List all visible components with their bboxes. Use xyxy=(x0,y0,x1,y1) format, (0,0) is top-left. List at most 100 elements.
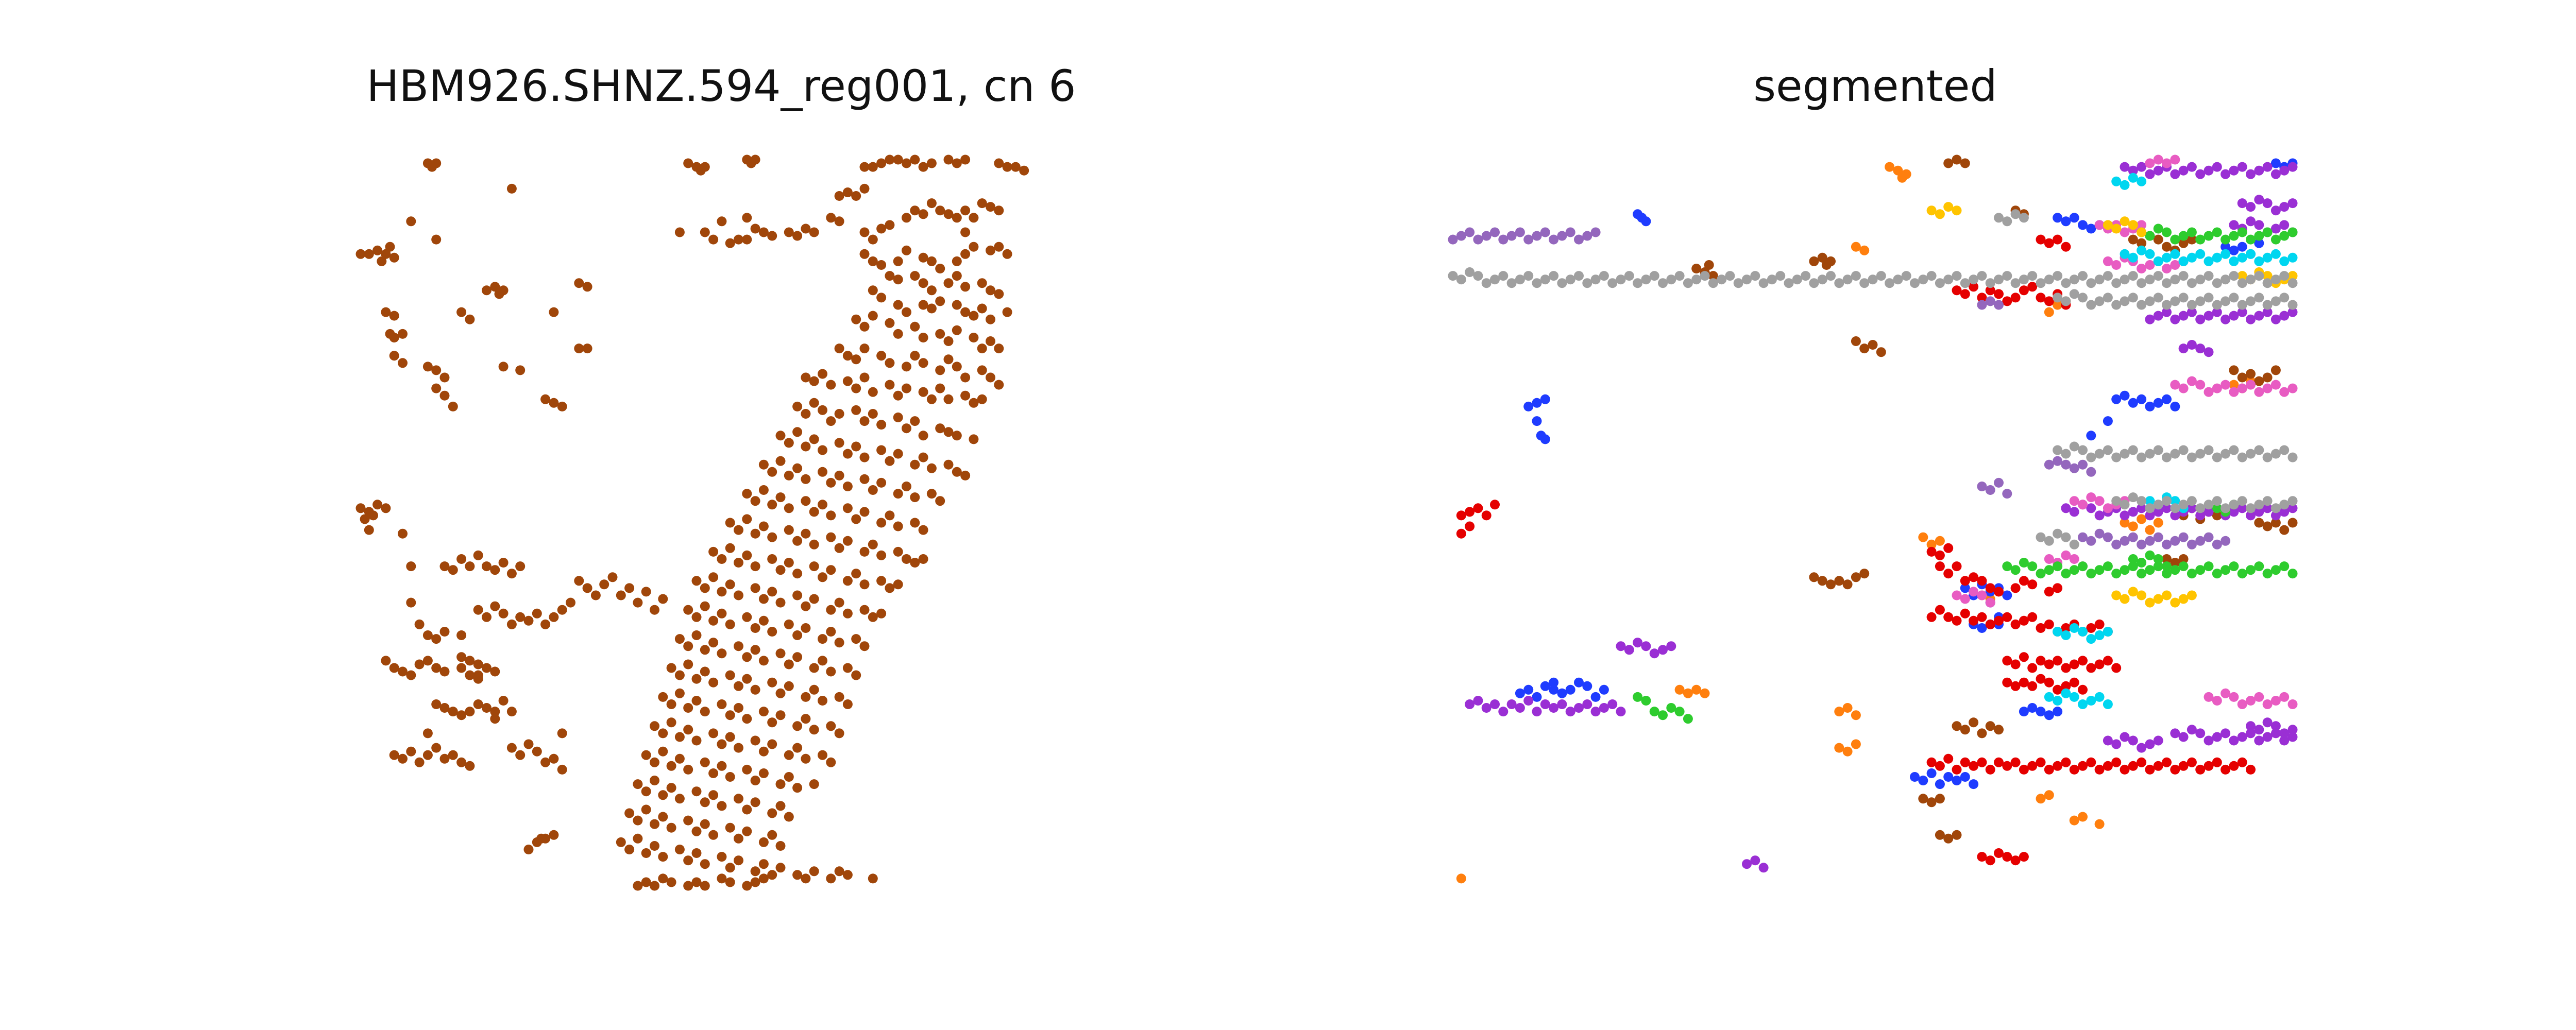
cell-point xyxy=(700,881,710,891)
cell-point xyxy=(482,612,492,622)
segment-point xyxy=(2270,365,2281,375)
cell-point xyxy=(658,728,668,739)
segment-point xyxy=(1767,274,1777,285)
left-panel-title: HBM926.SHNZ.594_reg001, cn 6 xyxy=(366,61,1076,111)
cell-point xyxy=(658,873,668,884)
cell-point xyxy=(674,753,685,764)
segment-point xyxy=(2053,300,2063,310)
segment-point xyxy=(2078,812,2088,822)
segment-point xyxy=(1994,757,2004,767)
cell-point xyxy=(826,510,836,521)
segment-point xyxy=(2153,224,2163,234)
segment-point xyxy=(2019,285,2029,296)
segment-point xyxy=(2221,565,2231,575)
segment-point xyxy=(2279,220,2290,230)
segment-point xyxy=(2061,296,2071,306)
segment-point xyxy=(2287,271,2298,281)
segment-point xyxy=(2237,569,2247,579)
segment-point xyxy=(1498,707,1509,717)
cell-point xyxy=(943,154,954,165)
cell-point xyxy=(422,728,433,739)
segment-point xyxy=(1809,256,1819,266)
cell-point xyxy=(834,728,844,739)
segment-point xyxy=(2287,252,2298,263)
cell-point xyxy=(385,242,395,252)
cell-point xyxy=(414,757,425,767)
segment-point xyxy=(2246,510,2256,521)
cell-point xyxy=(868,285,878,296)
segment-point xyxy=(2170,154,2180,165)
segment-point xyxy=(1574,677,1584,688)
segment-point xyxy=(2002,216,2012,227)
segment-point xyxy=(2137,176,2147,186)
segment-point xyxy=(2103,271,2113,281)
cell-point xyxy=(381,656,391,666)
segment-point xyxy=(2187,376,2197,386)
segment-point xyxy=(2221,314,2231,324)
segment-point xyxy=(2128,234,2138,245)
segment-point xyxy=(2128,761,2138,771)
segment-point xyxy=(2019,707,2029,717)
cell-point xyxy=(775,841,786,851)
segment-point xyxy=(2010,659,2021,670)
segment-point xyxy=(1952,764,1962,775)
segment-point xyxy=(1590,707,1601,717)
cell-point xyxy=(926,303,937,314)
segment-point xyxy=(2128,554,2138,564)
cell-point xyxy=(422,630,433,640)
segment-point xyxy=(2120,180,2130,190)
segment-point xyxy=(1943,158,1954,168)
segment-point xyxy=(2145,314,2155,324)
cell-point xyxy=(859,183,870,194)
cell-point xyxy=(406,670,416,680)
cell-point xyxy=(902,245,911,255)
segment-point xyxy=(2262,227,2273,237)
segment-point xyxy=(2254,445,2264,455)
segment-point xyxy=(2103,503,2113,513)
cell-point xyxy=(1019,165,1029,176)
cell-point xyxy=(893,300,903,310)
segment-point xyxy=(2086,623,2096,633)
cell-point xyxy=(868,234,878,245)
cell-point xyxy=(801,753,811,764)
segment-point xyxy=(2137,514,2147,524)
segment-point xyxy=(1540,274,1550,285)
segment-point xyxy=(1969,274,1979,285)
segment-point xyxy=(2128,561,2138,572)
segment-point xyxy=(1859,344,1870,354)
cell-point xyxy=(801,692,811,702)
cell-point xyxy=(784,750,794,760)
segment-point xyxy=(1943,569,1954,579)
cell-point xyxy=(952,325,962,335)
segment-point xyxy=(2195,169,2206,179)
cell-point xyxy=(465,314,475,324)
cell-point xyxy=(758,594,769,604)
cell-point xyxy=(758,521,769,531)
cell-point xyxy=(910,351,920,361)
cell-point xyxy=(876,477,887,488)
segment-point xyxy=(2187,234,2197,245)
segment-point xyxy=(1969,717,1979,728)
cell-point xyxy=(658,852,668,862)
cell-point xyxy=(465,761,475,771)
segment-point xyxy=(2044,790,2054,800)
segment-point xyxy=(2120,274,2130,285)
segment-point xyxy=(1826,579,1836,590)
cell-point xyxy=(792,783,803,793)
segment-point xyxy=(2237,503,2247,513)
cell-point xyxy=(986,245,995,255)
segment-point xyxy=(1960,772,1970,782)
segment-point xyxy=(1952,721,1962,731)
segment-point xyxy=(2078,656,2088,666)
segment-point xyxy=(2262,383,2273,393)
cell-point xyxy=(599,579,609,590)
cell-point xyxy=(767,532,777,542)
cell-point xyxy=(876,158,887,168)
cell-point xyxy=(683,158,693,168)
cell-point xyxy=(902,362,911,372)
segment-point xyxy=(2279,387,2290,397)
segment-point xyxy=(2145,739,2155,749)
segment-point xyxy=(2187,162,2197,172)
segment-point xyxy=(2044,307,2054,317)
segment-point xyxy=(2246,728,2256,739)
